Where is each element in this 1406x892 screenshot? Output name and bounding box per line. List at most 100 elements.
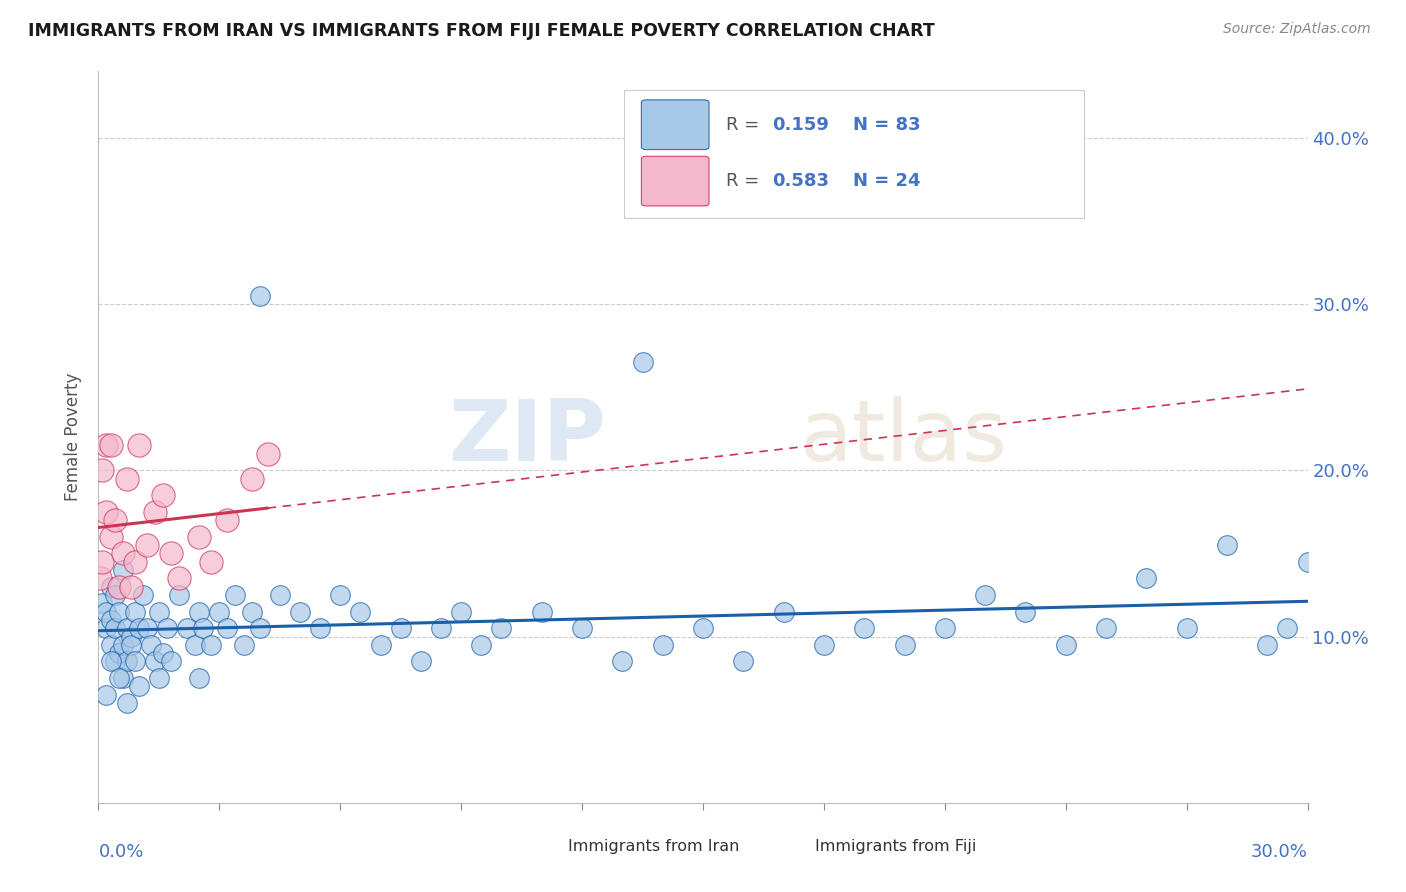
- Point: [1277, 621, 1299, 635]
- Point: [107, 671, 129, 685]
- Point: [115, 655, 138, 669]
- Point: [115, 472, 138, 486]
- Point: [128, 438, 150, 452]
- Point: [111, 638, 134, 652]
- Point: [692, 621, 714, 635]
- Point: [256, 447, 278, 461]
- Point: [1296, 555, 1319, 569]
- FancyBboxPatch shape: [779, 835, 811, 858]
- Point: [409, 655, 432, 669]
- Point: [103, 655, 125, 669]
- Point: [530, 605, 553, 619]
- Point: [188, 530, 211, 544]
- Text: Immigrants from Fiji: Immigrants from Fiji: [815, 839, 977, 855]
- FancyBboxPatch shape: [641, 156, 709, 206]
- Point: [152, 646, 174, 660]
- Text: 0.159: 0.159: [772, 116, 828, 134]
- Point: [111, 546, 134, 560]
- Point: [103, 513, 125, 527]
- Point: [128, 621, 150, 635]
- Text: Source: ZipAtlas.com: Source: ZipAtlas.com: [1223, 22, 1371, 37]
- Point: [91, 555, 114, 569]
- Text: IMMIGRANTS FROM IRAN VS IMMIGRANTS FROM FIJI FEMALE POVERTY CORRELATION CHART: IMMIGRANTS FROM IRAN VS IMMIGRANTS FROM …: [28, 22, 935, 40]
- Point: [148, 671, 170, 685]
- Point: [96, 688, 118, 702]
- Point: [124, 605, 146, 619]
- Point: [193, 621, 215, 635]
- Point: [156, 621, 179, 635]
- Point: [96, 605, 118, 619]
- Point: [329, 588, 352, 602]
- Point: [132, 588, 155, 602]
- Point: [389, 621, 412, 635]
- Point: [1014, 605, 1036, 619]
- Point: [100, 580, 122, 594]
- Point: [1216, 538, 1239, 552]
- Point: [249, 621, 271, 635]
- Point: [96, 505, 118, 519]
- Point: [160, 655, 183, 669]
- Text: N = 83: N = 83: [853, 116, 921, 134]
- Point: [269, 588, 291, 602]
- Point: [349, 605, 371, 619]
- Text: 0.583: 0.583: [772, 172, 830, 190]
- Text: ZIP: ZIP: [449, 395, 606, 479]
- Point: [96, 621, 118, 635]
- Point: [571, 621, 593, 635]
- Point: [240, 472, 263, 486]
- Point: [143, 505, 166, 519]
- Point: [491, 621, 513, 635]
- Point: [772, 605, 794, 619]
- Text: Immigrants from Iran: Immigrants from Iran: [568, 839, 740, 855]
- Point: [813, 638, 835, 652]
- Point: [135, 621, 157, 635]
- Point: [107, 580, 129, 594]
- Point: [124, 655, 146, 669]
- Point: [167, 588, 190, 602]
- Point: [100, 530, 122, 544]
- Text: R =: R =: [725, 116, 765, 134]
- Point: [91, 596, 114, 610]
- Point: [631, 355, 654, 369]
- FancyBboxPatch shape: [531, 835, 562, 858]
- Point: [188, 671, 211, 685]
- Point: [240, 605, 263, 619]
- Point: [91, 463, 114, 477]
- Point: [135, 538, 157, 552]
- Point: [143, 655, 166, 669]
- Point: [111, 563, 134, 577]
- Point: [120, 638, 142, 652]
- Text: 0.0%: 0.0%: [98, 843, 143, 861]
- Point: [200, 638, 222, 652]
- Point: [1135, 571, 1157, 585]
- Point: [1256, 638, 1278, 652]
- Point: [651, 638, 673, 652]
- Point: [89, 571, 111, 585]
- Point: [148, 605, 170, 619]
- Point: [224, 588, 246, 602]
- Point: [107, 646, 129, 660]
- Point: [160, 546, 183, 560]
- Point: [1054, 638, 1077, 652]
- Point: [612, 655, 634, 669]
- Point: [450, 605, 472, 619]
- Point: [853, 621, 876, 635]
- Point: [107, 605, 129, 619]
- Point: [120, 580, 142, 594]
- Point: [288, 605, 311, 619]
- Point: [733, 655, 755, 669]
- Point: [152, 488, 174, 502]
- Point: [470, 638, 492, 652]
- Point: [1095, 621, 1118, 635]
- Point: [370, 638, 392, 652]
- Point: [111, 671, 134, 685]
- Point: [934, 621, 956, 635]
- Point: [974, 588, 997, 602]
- Point: [217, 621, 239, 635]
- Point: [103, 621, 125, 635]
- Point: [115, 696, 138, 710]
- Text: atlas: atlas: [800, 395, 1008, 479]
- Text: 30.0%: 30.0%: [1251, 843, 1308, 861]
- Point: [188, 605, 211, 619]
- Point: [167, 571, 190, 585]
